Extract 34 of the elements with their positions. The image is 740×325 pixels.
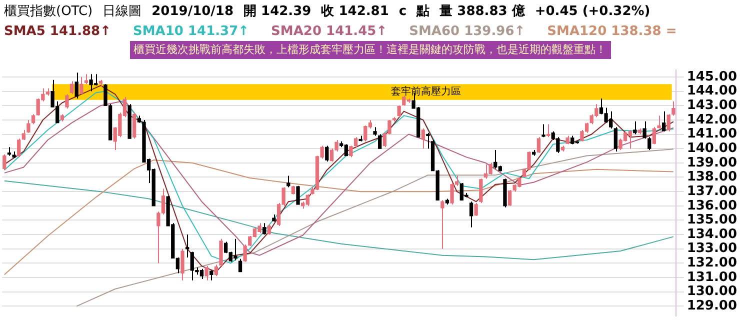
text: 點	[416, 3, 430, 20]
text: SMA5 141.88↑	[4, 24, 111, 41]
text: SMA120 138.38 =	[547, 24, 677, 41]
y-tick-label: 131.00	[686, 270, 738, 285]
chart-title: 櫃買指數(OTC)	[4, 3, 93, 20]
y-tick-label: 136.00	[686, 198, 738, 214]
text: 開 142.39	[244, 3, 312, 20]
text: 收 142.81	[321, 3, 389, 20]
text: 日線圖	[102, 3, 142, 20]
text: 量 388.83 億	[440, 2, 525, 20]
text: SMA60 139.96↑	[409, 24, 526, 41]
y-tick-label: 139.00	[686, 155, 738, 170]
y-tick-label: 142.00	[686, 112, 738, 128]
y-tick-label: 133.00	[686, 241, 738, 256]
candlestick	[272, 214, 276, 222]
y-tick-label: 129.00	[686, 298, 738, 314]
text: SMA10 141.37↑	[133, 24, 250, 41]
y-tick-label: 130.00	[686, 284, 738, 300]
y-tick-label: 140.00	[686, 140, 738, 156]
text: 2019/10/18	[152, 4, 234, 19]
text: +0.45 (+0.32%)	[534, 4, 650, 19]
y-tick-label: 141.00	[686, 126, 738, 142]
y-tick-label: 143.00	[686, 98, 738, 113]
y-tick-label: 132.00	[686, 256, 738, 271]
y-tick-label: 138.00	[686, 170, 738, 185]
y-tick-label: 144.00	[686, 84, 738, 99]
text: SMA20 141.45↑	[271, 24, 388, 41]
band-label: 套牢前高壓力區	[390, 86, 461, 98]
y-tick-label: 145.00	[686, 69, 738, 84]
y-tick-label: 137.00	[686, 184, 738, 199]
y-tick-label: 134.00	[686, 226, 738, 242]
y-tick-label: 135.00	[686, 212, 738, 228]
text: c	[398, 4, 407, 19]
text: 櫃買近幾次挑戰前高都失敗，上檔形成套牢壓力區！這裡是關鍵的攻防戰，也是近期的觀盤重點！	[130, 41, 610, 59]
